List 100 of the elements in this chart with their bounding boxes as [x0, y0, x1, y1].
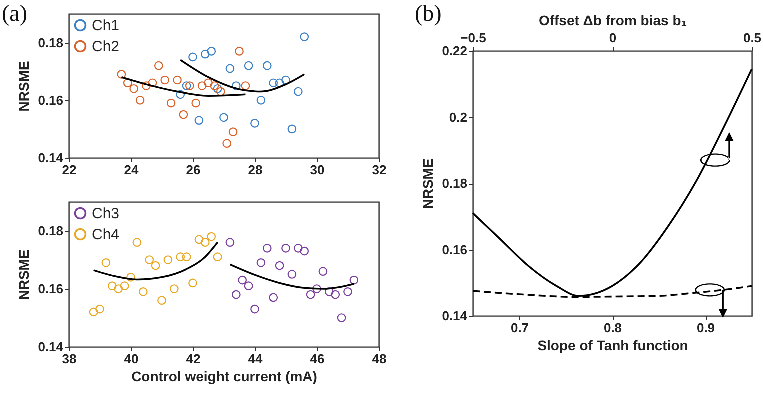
point — [216, 87, 226, 96]
point — [117, 70, 126, 79]
point — [232, 82, 241, 90]
point — [185, 82, 194, 90]
point — [136, 96, 145, 105]
point — [188, 278, 198, 288]
point — [269, 293, 278, 302]
point — [176, 252, 186, 262]
x-tick-label: 38 — [62, 352, 77, 366]
legend-label: Ch4 — [92, 226, 120, 244]
x-tick-label: 46 — [310, 352, 325, 366]
point — [256, 96, 266, 105]
point — [226, 64, 235, 74]
point — [275, 78, 284, 88]
x-tick-label: 44 — [248, 352, 264, 366]
point — [164, 256, 173, 264]
point — [188, 52, 198, 62]
point — [312, 284, 322, 294]
point — [108, 282, 117, 291]
point — [213, 84, 222, 94]
line-series — [180, 59, 306, 93]
point — [337, 314, 346, 322]
point — [250, 119, 260, 128]
point — [151, 261, 160, 270]
point — [123, 78, 132, 88]
point — [226, 238, 235, 248]
point — [232, 290, 241, 300]
point — [222, 139, 232, 148]
point — [102, 258, 111, 268]
line-series — [120, 76, 247, 97]
x-tick-label: 40 — [124, 352, 139, 366]
point — [324, 287, 334, 296]
point — [126, 272, 136, 282]
x-tick-label: 32 — [372, 162, 387, 178]
point — [145, 256, 154, 264]
chart-title: (a) — [2, 1, 28, 26]
point — [244, 61, 254, 70]
point — [120, 282, 130, 291]
x2-tick-label: 0.5 — [743, 30, 762, 46]
point — [344, 287, 352, 296]
point — [207, 232, 216, 242]
point — [198, 82, 207, 90]
y-tick-label: 0.22 — [442, 44, 468, 58]
point — [331, 290, 340, 300]
point — [194, 116, 204, 125]
point — [288, 124, 297, 134]
point — [294, 87, 303, 96]
point — [238, 276, 248, 285]
point — [213, 252, 222, 262]
point — [294, 244, 303, 253]
point — [282, 244, 290, 253]
point — [166, 98, 176, 108]
legend-label: Ch3 — [92, 206, 120, 222]
point — [114, 284, 124, 294]
point — [210, 82, 220, 90]
x2-axis-title: Offset Δb from bias b₁ — [538, 12, 688, 28]
x-tick-label: 30 — [310, 162, 325, 178]
point — [262, 61, 272, 70]
point — [148, 78, 158, 88]
y-axis-title: NRSME — [16, 250, 32, 300]
y-tick-label: 0.14 — [442, 308, 468, 324]
point — [182, 252, 192, 262]
x-tick-label: 28 — [248, 162, 263, 178]
x2-tick-label: 0 — [609, 30, 617, 46]
point — [154, 61, 164, 70]
line-series — [92, 242, 219, 281]
point — [220, 113, 228, 122]
point — [138, 287, 148, 296]
legend-label: Ch1 — [92, 18, 120, 34]
point — [207, 47, 216, 56]
point — [132, 238, 142, 248]
x-tick-label: 26 — [186, 162, 201, 178]
line-series — [229, 264, 356, 290]
y-tick-label: 0.2 — [449, 110, 468, 125]
point — [275, 261, 284, 270]
y-tick-label: 0.18 — [38, 224, 64, 238]
point — [158, 296, 166, 306]
point — [200, 50, 210, 59]
point — [176, 90, 186, 100]
point — [235, 47, 244, 56]
point — [282, 76, 290, 85]
point — [318, 267, 328, 276]
y-axis-title: NRSME — [16, 61, 32, 112]
point — [300, 32, 310, 42]
point — [179, 110, 188, 120]
point — [204, 78, 213, 88]
point — [256, 258, 266, 268]
chart-title: (b) — [415, 1, 442, 26]
point — [96, 304, 104, 314]
point — [160, 76, 170, 85]
x-tick-label: 24 — [124, 162, 140, 178]
y-tick-label: 0.18 — [442, 176, 468, 191]
point — [173, 76, 182, 85]
point — [182, 82, 192, 90]
y-tick-label: 0.14 — [38, 340, 64, 354]
point — [306, 290, 316, 300]
y-tick-label: 0.18 — [38, 35, 64, 50]
point — [244, 282, 254, 291]
y-tick-label: 0.16 — [442, 242, 468, 258]
x-tick-label: 22 — [62, 162, 77, 178]
